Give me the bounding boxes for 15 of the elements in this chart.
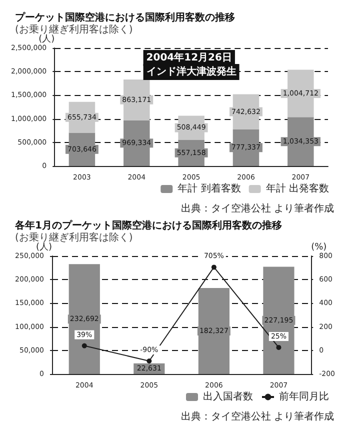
annotation: 2004年12月26日 bbox=[146, 52, 232, 64]
legend-label: 年計 到着客数 bbox=[178, 182, 241, 194]
annotation: インド洋大津波発生 bbox=[146, 66, 236, 78]
chart-subtitle: (お乗り継ぎ利用客は除く) bbox=[15, 24, 133, 36]
legend-label: 前年同月比 bbox=[279, 390, 329, 402]
chart-title: プーケット国際空港における国際利用客数の推移 bbox=[15, 12, 235, 24]
chart-title: 各年1月のプーケット国際空港における国際利用客数の推移 bbox=[14, 220, 282, 232]
y-axis-title: (人) bbox=[36, 242, 52, 252]
legend-label: 出入国者数 bbox=[203, 390, 253, 402]
legend-label: 年計 出発客数 bbox=[266, 182, 330, 194]
source-note: 出典：タイ空港公社 より筆者作成 bbox=[180, 410, 334, 422]
chart-subtitle: (お乗り継ぎ利用客は除く) bbox=[15, 232, 133, 244]
y2-axis-title: (%) bbox=[311, 242, 327, 252]
source-note: 出典：タイ空港公社 より筆者作成 bbox=[180, 202, 334, 214]
y-axis-title: (人) bbox=[38, 34, 55, 44]
